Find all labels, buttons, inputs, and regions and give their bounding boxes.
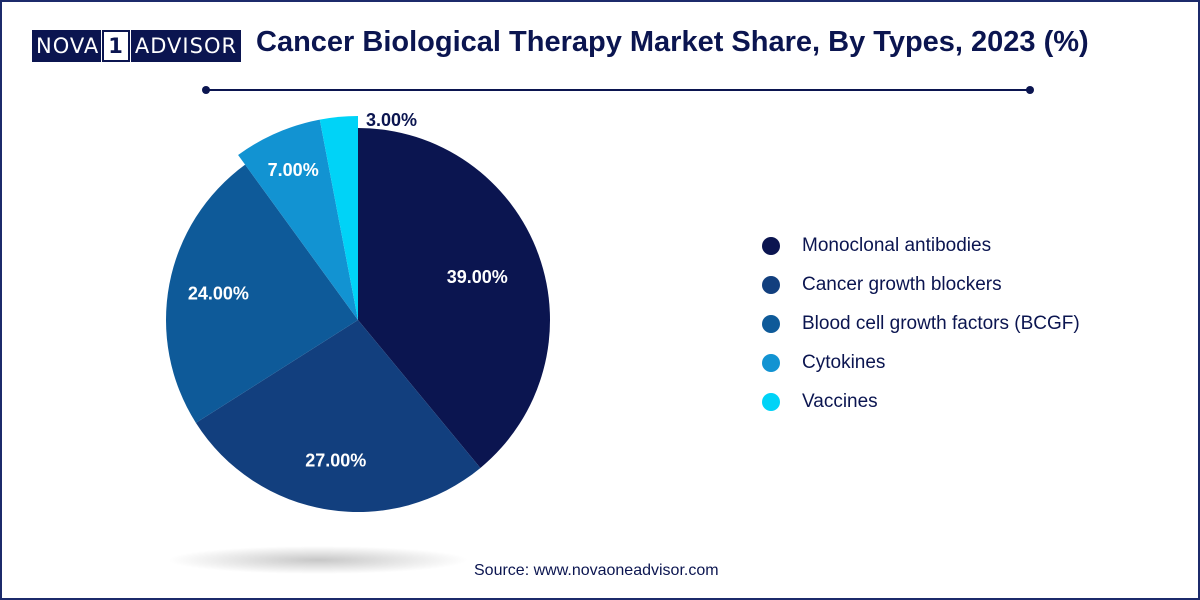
pie-shadow <box>168 546 468 574</box>
brand-logo: NOVA 1 ADVISOR <box>32 30 242 62</box>
pie-data-label: 24.00% <box>188 283 249 303</box>
pie-slice-cytokines <box>238 119 358 320</box>
source-note: Source: www.novaoneadvisor.com <box>474 562 719 579</box>
legend-swatch <box>762 353 780 372</box>
pie-slice-vaccines <box>319 116 358 320</box>
chart-legend: Monoclonal antibodies Cancer growth block… <box>762 226 1080 421</box>
logo-text-nova: NOVA <box>32 30 102 62</box>
pie-slice-cancer-growth-blockers <box>195 320 481 512</box>
pie-chart: 39.00% 27.00% 24.00% 7.00% 3.00% <box>165 110 551 574</box>
legend-label: Blood cell growth factors (BCGF) <box>802 312 1080 334</box>
legend-item: Cancer growth blockers <box>762 265 1080 304</box>
legend-label: Cytokines <box>802 351 886 373</box>
legend-label: Vaccines <box>802 390 878 412</box>
title-underline <box>202 86 1034 94</box>
legend-item: Cytokines <box>762 343 1080 382</box>
pie-data-label: 3.00% <box>366 110 417 130</box>
chart-title: Cancer Biological Therapy Market Share, … <box>256 26 1089 58</box>
legend-item: Vaccines <box>762 382 1080 421</box>
legend-item: Blood cell growth factors (BCGF) <box>762 304 1080 343</box>
pie-slice-monoclonal-antibodies <box>358 128 551 468</box>
legend-label: Monoclonal antibodies <box>802 234 992 256</box>
legend-label: Cancer growth blockers <box>802 273 1002 295</box>
logo-text-one: 1 <box>102 30 130 62</box>
pie-data-label: 27.00% <box>305 450 366 470</box>
pie-data-label: 7.00% <box>268 160 319 180</box>
legend-item: Monoclonal antibodies <box>762 226 1080 265</box>
legend-swatch <box>762 392 780 411</box>
legend-swatch <box>762 236 780 255</box>
legend-swatch <box>762 275 780 294</box>
legend-swatch <box>762 314 780 333</box>
pie-data-label: 39.00% <box>447 267 508 287</box>
logo-text-advisor: ADVISOR <box>130 30 242 62</box>
pie-slice-blood-cell-growth-factors-bcgf <box>165 164 358 423</box>
